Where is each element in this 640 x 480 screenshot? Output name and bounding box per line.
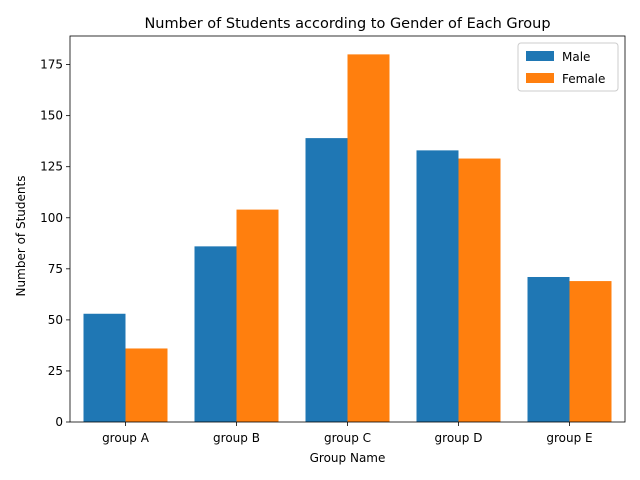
- y-tick-label: 100: [40, 211, 63, 225]
- y-tick-label: 125: [40, 160, 63, 174]
- bar-female-group-A: [125, 348, 168, 422]
- y-tick-label: 25: [48, 364, 63, 378]
- y-tick-label: 0: [55, 415, 63, 429]
- bar-male-group-C: [305, 138, 348, 423]
- y-tick-label: 75: [48, 262, 63, 276]
- x-axis-label: Group Name: [310, 451, 386, 465]
- bar-female-group-E: [569, 281, 612, 422]
- chart-title: Number of Students according to Gender o…: [144, 16, 550, 32]
- bar-male-group-D: [416, 150, 459, 423]
- plot-area: 0 25 50 75 100 125 150 175 group A group B group C…: [40, 35, 626, 445]
- bar-female-group-B: [236, 209, 279, 422]
- x-tick-label: group B: [213, 431, 260, 445]
- legend-swatch-male: [526, 51, 554, 61]
- bar-female-group-D: [458, 158, 501, 423]
- bar-male-group-E: [527, 276, 570, 422]
- y-tick-label: 150: [40, 109, 63, 123]
- x-tick-label: group A: [102, 431, 150, 445]
- legend-swatch-female: [526, 73, 554, 83]
- x-tick-label: group D: [435, 431, 483, 445]
- y-tick-label: 50: [48, 313, 63, 327]
- bar-female-group-C: [347, 54, 390, 422]
- legend-label-female: Female: [562, 72, 605, 86]
- bar-male-group-A: [83, 313, 126, 422]
- bar-male-group-B: [194, 246, 237, 422]
- y-tick-label: 175: [40, 58, 63, 72]
- legend: Male Female: [517, 42, 619, 92]
- y-axis-label: Number of Students: [14, 176, 28, 297]
- x-tick-label: group E: [546, 431, 592, 445]
- x-tick-label: group C: [324, 431, 371, 445]
- legend-label-male: Male: [562, 50, 590, 64]
